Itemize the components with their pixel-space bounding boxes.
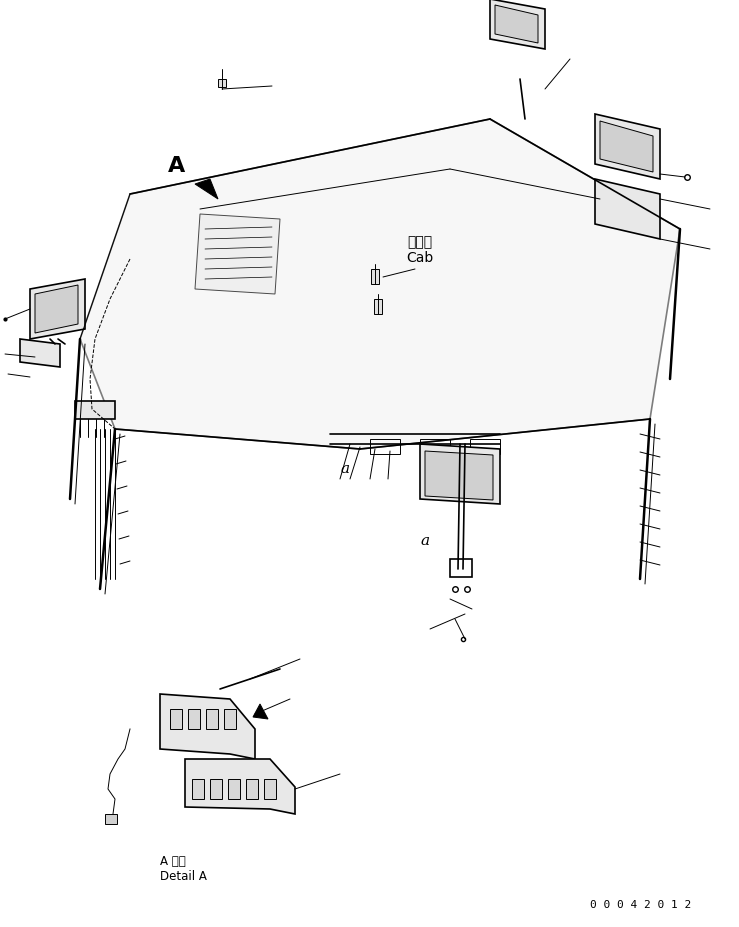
Polygon shape bbox=[595, 115, 660, 180]
Text: A: A bbox=[168, 156, 185, 176]
Text: キャブ
Cab: キャブ Cab bbox=[406, 235, 434, 265]
Polygon shape bbox=[420, 445, 500, 504]
Polygon shape bbox=[195, 215, 280, 295]
Bar bbox=[218, 80, 226, 88]
Bar bbox=[170, 709, 182, 730]
Polygon shape bbox=[490, 0, 545, 50]
Bar bbox=[192, 780, 204, 799]
Polygon shape bbox=[595, 180, 660, 240]
Bar bbox=[264, 780, 276, 799]
Polygon shape bbox=[35, 286, 78, 334]
Text: a: a bbox=[420, 533, 429, 548]
Bar bbox=[374, 299, 382, 314]
Polygon shape bbox=[30, 280, 85, 339]
Polygon shape bbox=[160, 694, 255, 759]
Bar bbox=[450, 559, 472, 578]
Text: a: a bbox=[340, 462, 349, 476]
Bar bbox=[371, 270, 379, 285]
Bar bbox=[228, 780, 240, 799]
Bar bbox=[188, 709, 200, 730]
Polygon shape bbox=[185, 759, 295, 814]
Polygon shape bbox=[195, 180, 218, 200]
Polygon shape bbox=[495, 6, 538, 44]
Bar bbox=[420, 439, 450, 454]
Polygon shape bbox=[80, 120, 680, 450]
Bar bbox=[246, 780, 258, 799]
Bar bbox=[470, 439, 500, 454]
Bar bbox=[206, 709, 218, 730]
Polygon shape bbox=[20, 339, 60, 368]
Bar bbox=[370, 439, 400, 454]
Bar bbox=[210, 780, 222, 799]
Polygon shape bbox=[425, 451, 493, 501]
Text: A 詳細
Detail A: A 詳細 Detail A bbox=[160, 854, 207, 883]
Polygon shape bbox=[253, 705, 268, 719]
Text: 0 0 0 4 2 0 1 2: 0 0 0 4 2 0 1 2 bbox=[590, 899, 691, 909]
Bar bbox=[75, 401, 115, 420]
Polygon shape bbox=[600, 121, 653, 172]
Bar bbox=[224, 709, 236, 730]
Bar bbox=[105, 814, 117, 824]
